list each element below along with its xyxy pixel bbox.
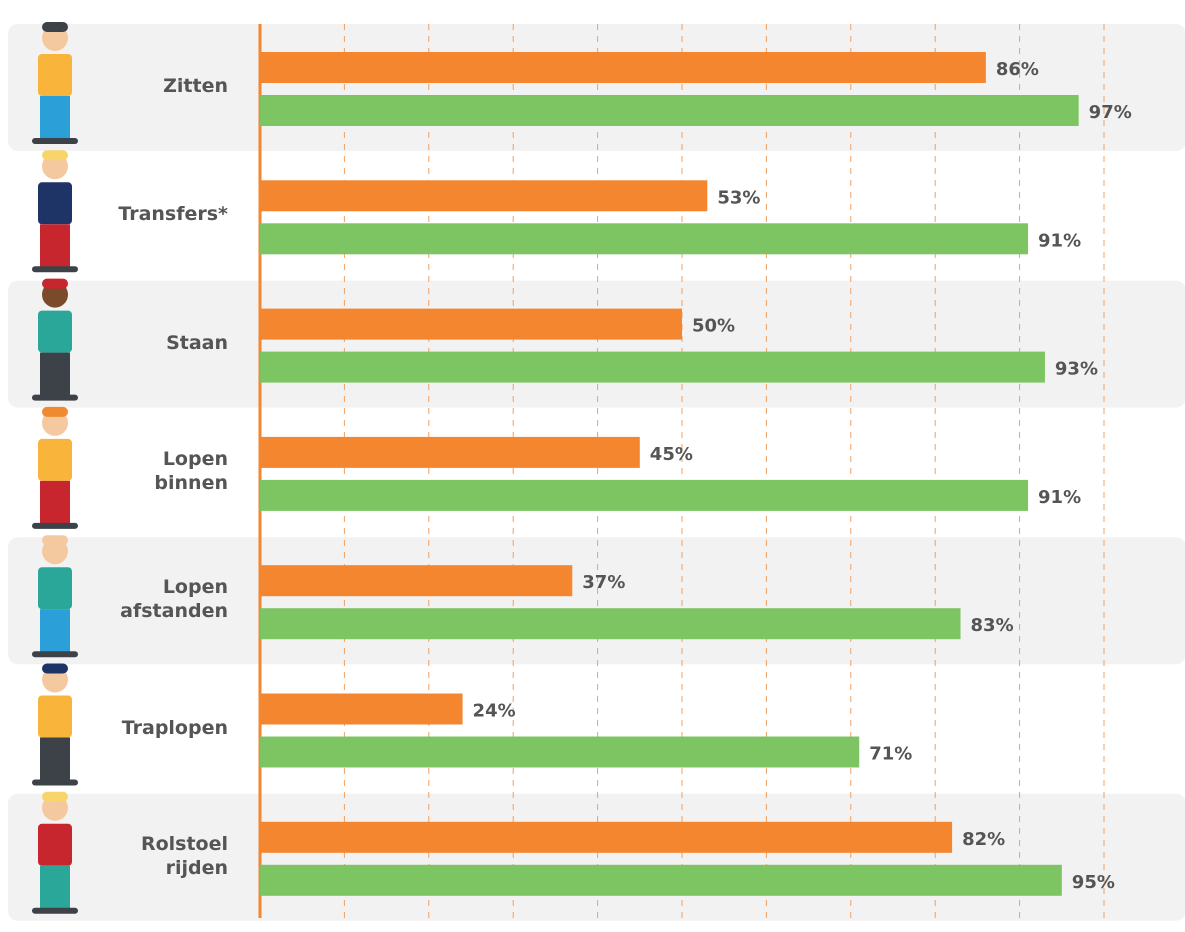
- value-label: 91%: [1038, 487, 1081, 508]
- bar: [260, 694, 463, 725]
- bar: [260, 309, 682, 340]
- value-label: 50%: [692, 316, 735, 337]
- bar: [260, 822, 952, 853]
- icon-shoes: [32, 780, 78, 786]
- icon-hair: [42, 407, 68, 417]
- icon-shoes: [32, 138, 78, 144]
- icon-hair: [42, 22, 68, 32]
- bar: [260, 437, 640, 468]
- value-label: 86%: [996, 59, 1039, 80]
- person-icon: [32, 664, 78, 786]
- category-label: Traplopen: [108, 716, 228, 740]
- category-label: Lopen afstanden: [108, 575, 228, 623]
- value-label: 91%: [1038, 230, 1081, 251]
- icon-body: [38, 824, 72, 866]
- icon-shoes: [32, 523, 78, 529]
- bar: [260, 480, 1028, 511]
- value-label: 82%: [962, 829, 1005, 850]
- person-icon: [32, 150, 78, 272]
- icon-hair: [42, 792, 68, 802]
- value-label: 95%: [1072, 872, 1115, 893]
- icon-hair: [42, 150, 68, 160]
- icon-shoes: [32, 266, 78, 272]
- category-label: Zitten: [108, 74, 228, 98]
- icon-legs: [40, 353, 70, 397]
- icon-body: [38, 439, 72, 481]
- icon-hair: [42, 664, 68, 674]
- icon-legs: [40, 609, 70, 653]
- icon-body: [38, 54, 72, 96]
- icon-legs: [40, 866, 70, 910]
- category-label: Rolstoel rijden: [108, 832, 228, 880]
- person-icon: [32, 407, 78, 529]
- bar: [260, 352, 1045, 383]
- bar: [260, 223, 1028, 254]
- bar: [260, 608, 961, 639]
- icon-legs: [40, 481, 70, 525]
- icon-body: [38, 567, 72, 609]
- category-label: Lopen binnen: [108, 447, 228, 495]
- icon-legs: [40, 96, 70, 140]
- value-label: 53%: [717, 187, 760, 208]
- icon-shoes: [32, 651, 78, 657]
- icon-legs: [40, 738, 70, 782]
- icon-legs: [40, 224, 70, 268]
- bar: [260, 737, 859, 768]
- icon-hair: [42, 279, 68, 289]
- icon-shoes: [32, 908, 78, 914]
- chart: 86% 97% 53% 91% 50% 93% 45% 91% 37% 83% 24% 71% 82% 9…: [0, 0, 1185, 932]
- icon-body: [38, 696, 72, 738]
- category-label: Transfers*: [108, 202, 228, 226]
- value-label: 83%: [971, 615, 1014, 636]
- icon-body: [38, 182, 72, 224]
- category-label: Staan: [108, 331, 228, 355]
- value-label: 37%: [582, 572, 625, 593]
- bar: [260, 180, 707, 211]
- icon-hair: [42, 535, 68, 545]
- bar: [260, 565, 572, 596]
- icon-body: [38, 311, 72, 353]
- value-label: 24%: [473, 701, 516, 722]
- value-label: 71%: [869, 744, 912, 765]
- bar: [260, 865, 1062, 896]
- bar: [260, 95, 1079, 126]
- value-label: 93%: [1055, 359, 1098, 380]
- icon-shoes: [32, 395, 78, 401]
- bar: [260, 52, 986, 83]
- value-label: 97%: [1089, 102, 1132, 123]
- value-label: 45%: [650, 444, 693, 465]
